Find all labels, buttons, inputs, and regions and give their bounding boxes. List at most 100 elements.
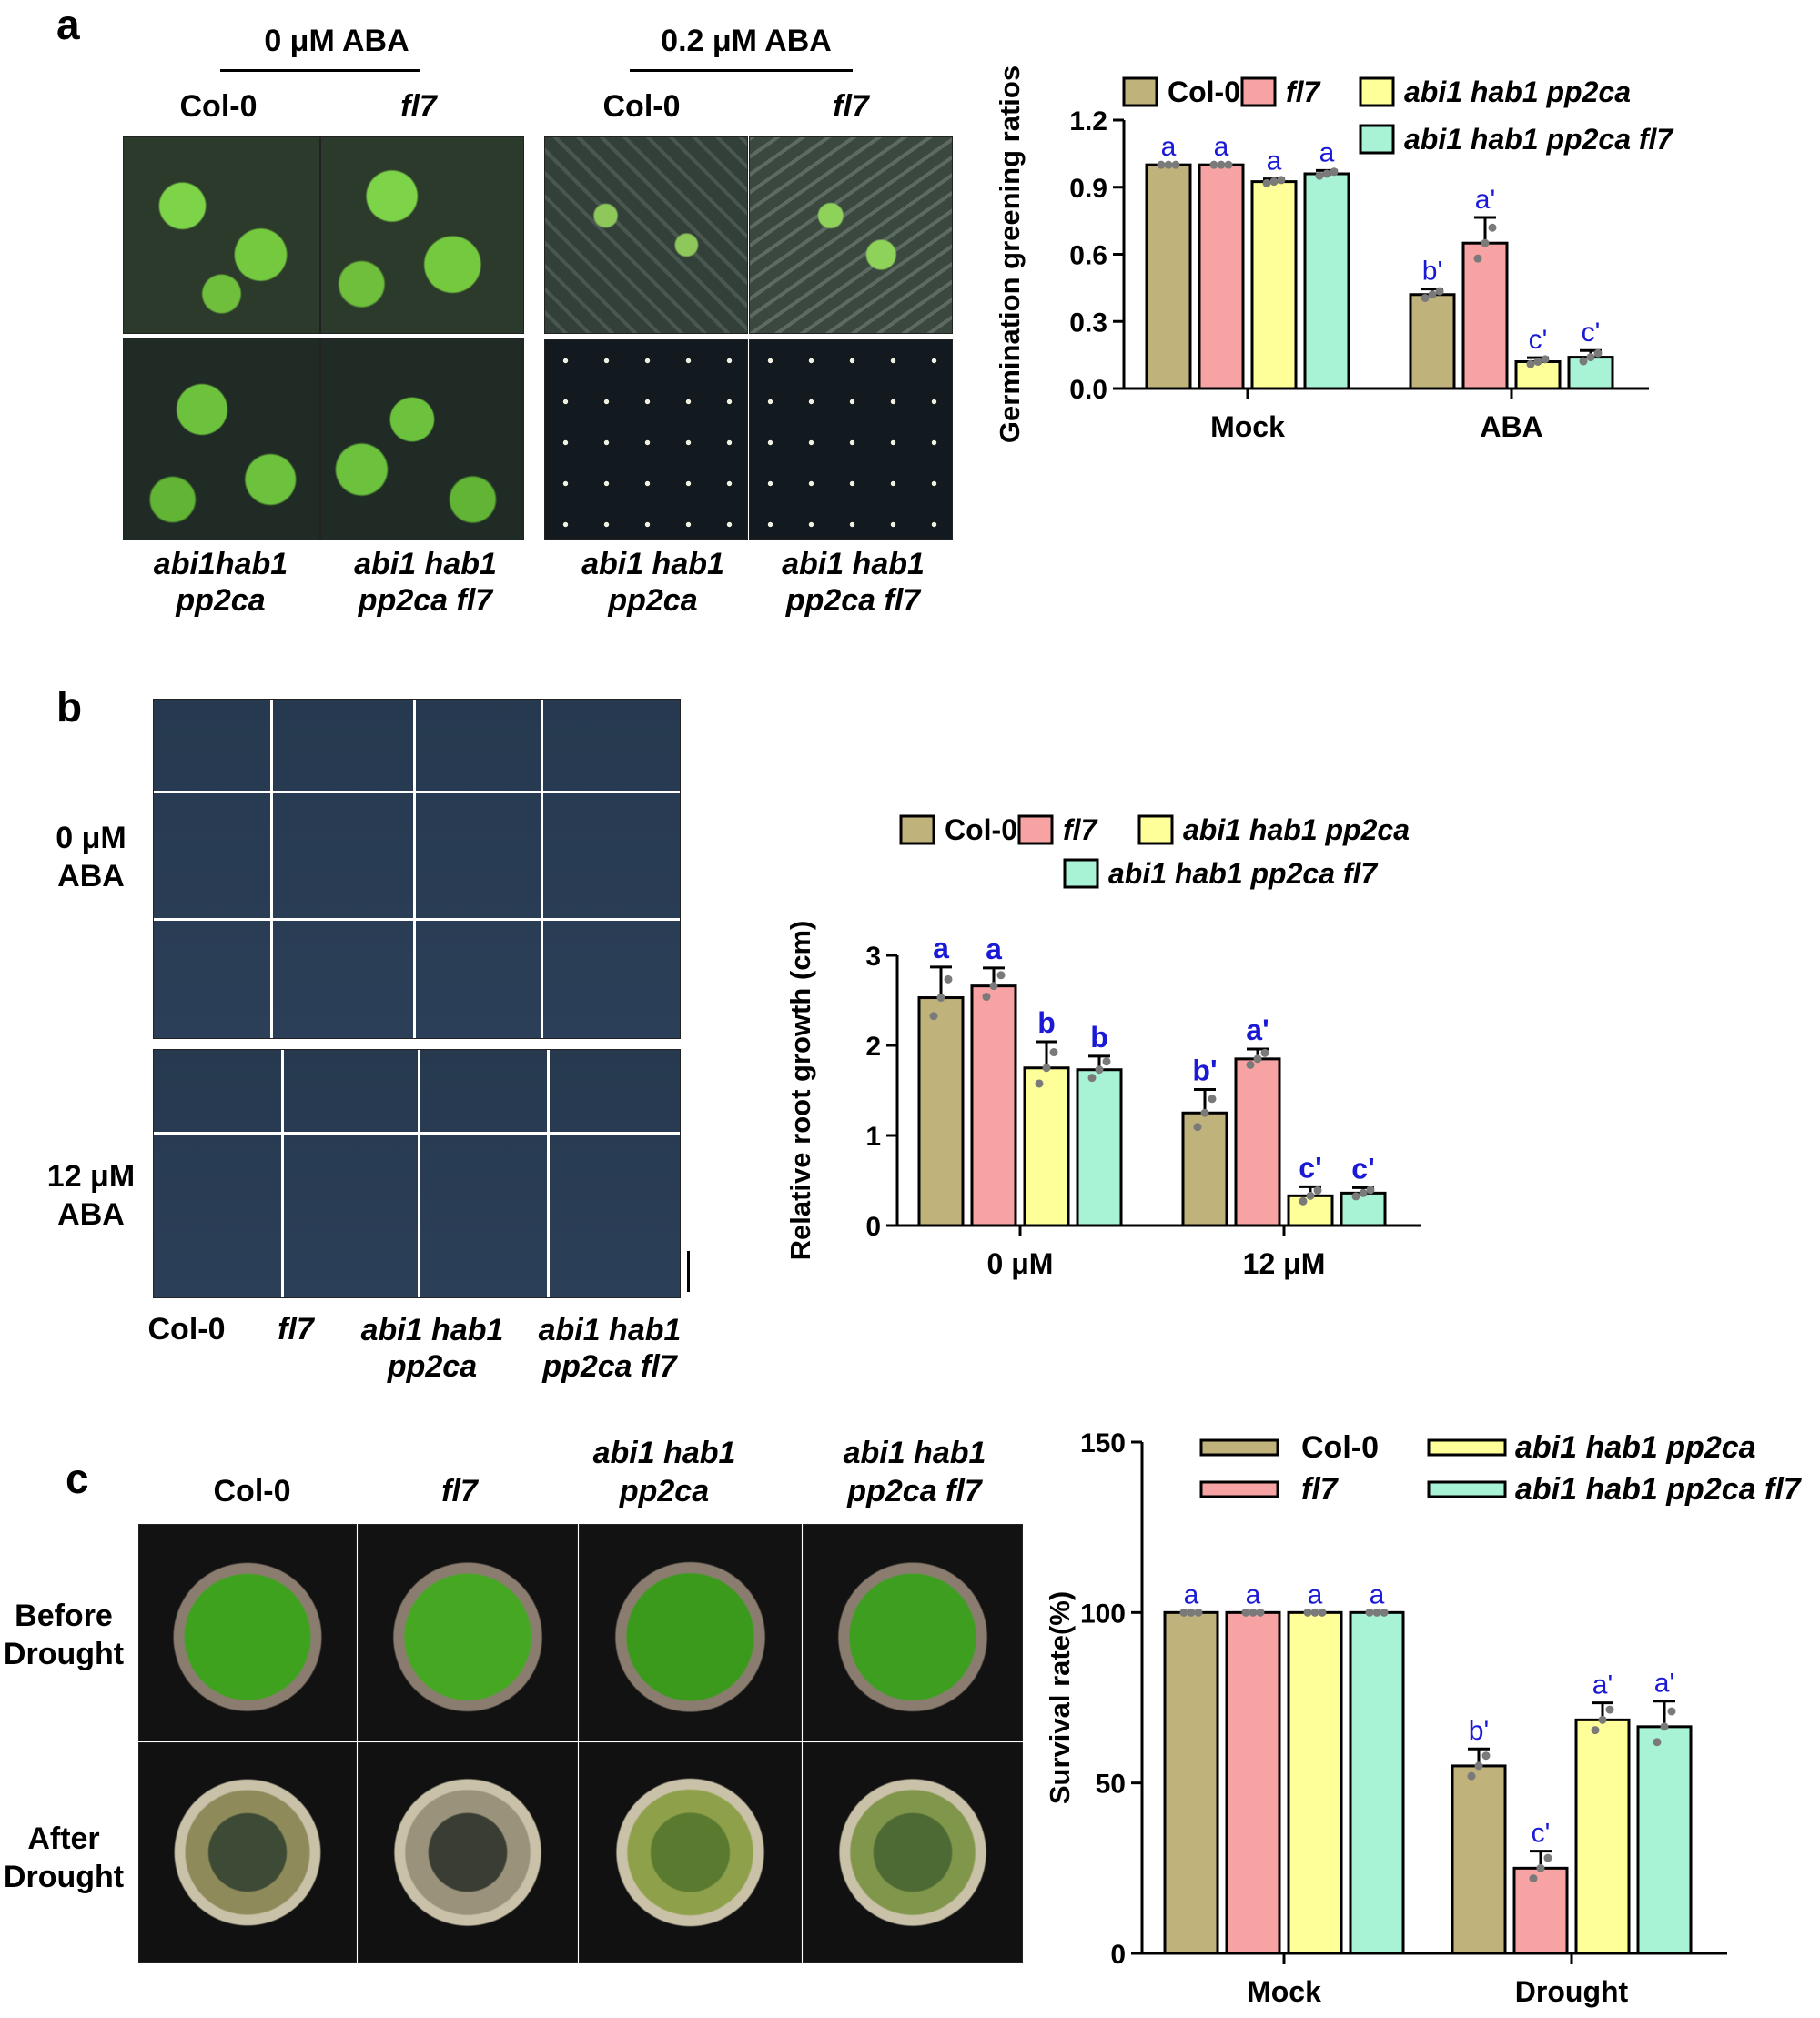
y-tick-label: 0	[865, 1212, 881, 1242]
data-point	[1660, 1722, 1669, 1731]
bar	[1234, 1057, 1281, 1227]
y-tick-label: 0	[1110, 1940, 1126, 1970]
legend-swatch	[1240, 76, 1277, 107]
x-tick-label: 12 μM	[1243, 1247, 1326, 1280]
data-point	[1224, 160, 1233, 169]
bar	[1636, 1725, 1693, 1955]
bar	[1023, 1066, 1070, 1227]
data-point	[1049, 1048, 1058, 1057]
bar	[1145, 163, 1192, 390]
data-point	[1194, 1608, 1203, 1617]
data-point	[1579, 357, 1588, 366]
plant-photo-col0-before	[138, 1524, 357, 1741]
x-tick-label: 0 μM	[987, 1247, 1054, 1280]
legend-label: abi1 hab1 pp2ca fl7	[1108, 857, 1379, 890]
y-tick-label: 50	[1096, 1770, 1126, 1800]
genotype-label: abi1 hab1 pp2ca fl7	[354, 547, 497, 618]
bar	[917, 996, 965, 1227]
bar	[1461, 241, 1509, 390]
bar	[1574, 1718, 1631, 1955]
data-point	[1171, 160, 1180, 169]
bar	[1349, 1610, 1405, 1955]
significance-letter: a	[933, 932, 949, 964]
legend-label: fl7	[1286, 76, 1322, 108]
conc-label-right: 0.2 μM ABA	[661, 24, 832, 58]
data-point	[1526, 359, 1535, 368]
chart-a: 0.0 0.3 0.6 0.9 1.2 Germination greening rati…	[994, 66, 1674, 443]
seedling-photo-quad-aba	[749, 339, 953, 540]
seedling-photo-triple-0aba	[123, 338, 320, 540]
significance-letter: a'	[1246, 1014, 1269, 1046]
data-point	[1262, 178, 1271, 187]
y-tick-label: 150	[1080, 1428, 1126, 1458]
significance-letter: b'	[1469, 1716, 1489, 1746]
legend-label: abi1 hab1 pp2ca fl7	[1404, 123, 1674, 156]
conc-underline-left	[220, 69, 420, 72]
root-photo-12aba	[153, 1049, 681, 1298]
legend-swatch	[1063, 858, 1099, 889]
data-point	[1042, 1064, 1051, 1073]
data-point	[1541, 355, 1550, 364]
data-point	[1598, 1715, 1607, 1724]
legend-label: abi1 hab1 pp2ca	[1515, 1430, 1756, 1465]
genotype-label: fl7	[278, 1312, 314, 1347]
significance-letter: a'	[1475, 185, 1495, 215]
significance-letter: a	[1246, 1579, 1261, 1609]
data-point	[1653, 1738, 1662, 1747]
data-point	[1209, 160, 1218, 169]
y-tick-label: 0.9	[1069, 174, 1107, 204]
data-point	[1299, 1196, 1308, 1206]
y-axis-label: Germination greening ratios	[994, 66, 1026, 443]
plant-photo-triple-after	[579, 1742, 802, 1963]
legend-swatch	[1199, 1480, 1279, 1498]
significance-letter: a	[1320, 137, 1335, 167]
y-tick-label: 1	[865, 1122, 881, 1152]
data-point	[1208, 1095, 1217, 1104]
genotype-label: fl7	[441, 1474, 478, 1508]
x-tick-label: Drought	[1515, 1975, 1629, 2008]
conc-label-left: 0 μM ABA	[264, 24, 410, 58]
significance-letter: a	[1214, 132, 1229, 162]
legend-swatch	[1199, 1438, 1279, 1457]
data-point	[1474, 1761, 1483, 1771]
data-point	[1303, 1608, 1312, 1617]
data-point	[1421, 293, 1430, 302]
data-point	[1667, 1707, 1676, 1716]
data-point	[1586, 353, 1595, 362]
genotype-label: Col-0	[213, 1474, 291, 1508]
row-label: After Drought	[3, 1821, 125, 1894]
root-photo-0aba	[153, 699, 681, 1039]
data-point	[1241, 1608, 1250, 1617]
legend-swatch	[1138, 814, 1174, 845]
plant-photo-fl7-before	[358, 1524, 578, 1741]
seedling-photo-fl7-aba	[749, 136, 953, 334]
data-point	[1351, 1192, 1360, 1201]
data-point	[1380, 1608, 1389, 1617]
legend-swatch	[1427, 1438, 1507, 1457]
legend-label: abi1 hab1 pp2ca	[1183, 813, 1410, 846]
data-point	[1217, 160, 1226, 169]
legend-swatch	[1359, 76, 1395, 107]
bar	[1198, 163, 1245, 390]
genotype-label: Col-0	[147, 1312, 226, 1347]
bar	[1181, 1111, 1228, 1227]
legend-swatch	[1017, 814, 1054, 845]
row-label: 12 μM ABA	[46, 1159, 136, 1232]
genotype-label: Col-0	[602, 89, 681, 124]
genotype-label: Col-0	[179, 89, 258, 124]
significance-letter: c'	[1582, 318, 1601, 348]
data-point	[1593, 348, 1603, 358]
legend-label: abi1 hab1 pp2ca fl7	[1515, 1472, 1803, 1507]
genotype-label: abi1 hab1 pp2ca	[592, 1436, 736, 1508]
data-point	[1249, 1608, 1258, 1617]
legend-label: Col-0	[1168, 76, 1240, 108]
genotype-label: abi1 hab1 pp2ca fl7	[843, 1436, 986, 1508]
significance-letter: c'	[1529, 325, 1548, 355]
significance-letter: b	[1037, 1006, 1056, 1039]
genotype-label: abi1hab1 pp2ca	[153, 547, 288, 618]
significance-letter: a	[1267, 146, 1282, 177]
data-point	[1200, 1108, 1209, 1117]
bar	[970, 984, 1017, 1227]
x-tick-label: Mock	[1247, 1975, 1321, 2008]
data-point	[1102, 1057, 1111, 1066]
